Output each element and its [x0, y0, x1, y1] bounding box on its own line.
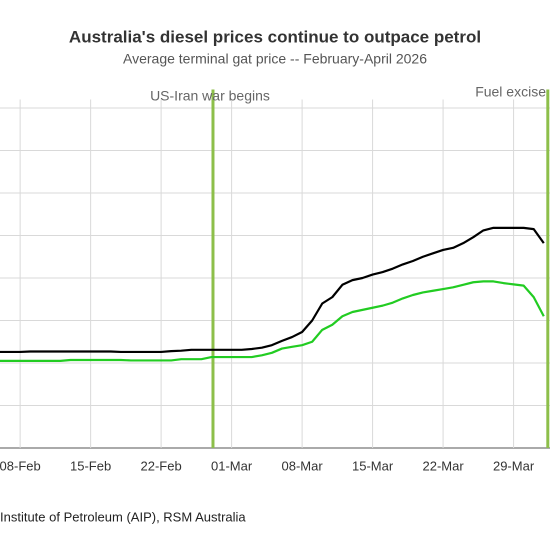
source: Institute of Petroleum (AIP), RSM Austra…	[0, 509, 246, 524]
annotation: US-Iran war begins	[150, 88, 270, 104]
annotation: Fuel excise	[475, 84, 546, 100]
x-tick-label: 08-Feb	[0, 458, 41, 473]
series-line	[0, 280, 545, 362]
x-tick-label: 29-Mar	[493, 458, 535, 473]
x-tick-label: 22-Feb	[141, 458, 182, 473]
x-tick-label: 01-Mar	[211, 458, 253, 473]
chart-title: Australia's diesel prices continue to ou…	[69, 27, 481, 46]
x-tick-label: 15-Mar	[352, 458, 394, 473]
x-tick-label: 15-Feb	[70, 458, 111, 473]
chart-subtitle: Average terminal gat price -- February-A…	[123, 51, 427, 67]
x-tick-label: 08-Mar	[282, 458, 324, 473]
x-tick-label: 22-Mar	[422, 458, 464, 473]
series-line	[0, 226, 545, 354]
